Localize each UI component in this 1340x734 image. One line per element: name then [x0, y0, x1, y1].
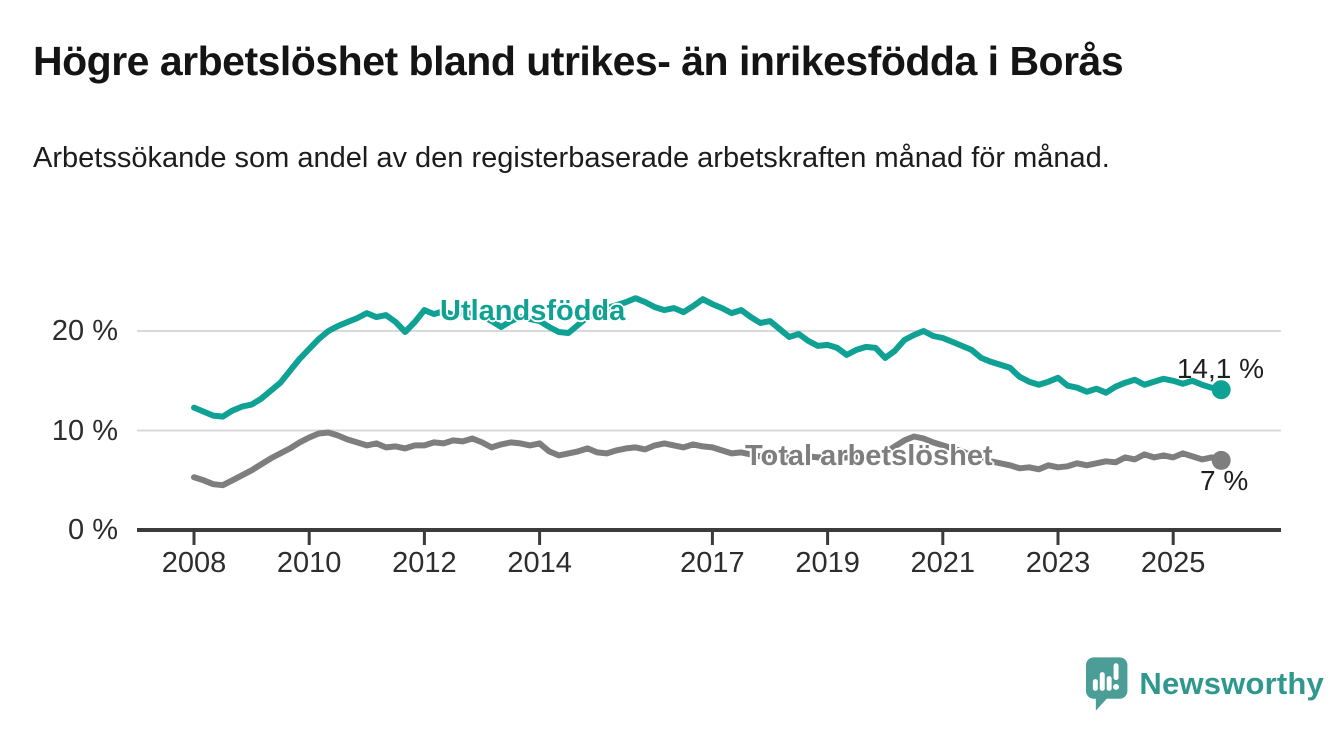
x-tick-label: 2021: [910, 547, 976, 579]
x-tick-label: 2025: [1140, 547, 1206, 579]
x-axis: [137, 528, 1281, 545]
x-tick-label: 2008: [161, 547, 227, 579]
series-line-0: [191, 295, 1225, 420]
newsworthy-logo: Newsworthy: [1084, 654, 1324, 714]
y-tick-label: 20 %: [51, 315, 118, 347]
y-tick-label: 10 %: [51, 414, 118, 447]
newsworthy-bubble-chart-icon: [1085, 657, 1128, 711]
x-tick-label: 2012: [392, 547, 457, 579]
value-label-total-arbetsloshet: 7 %: [1200, 465, 1249, 496]
series-end-dot-1: [1211, 450, 1231, 470]
x-tick-label: 2023: [1025, 547, 1091, 579]
series-end-dot-0: [1211, 380, 1231, 400]
y-tick-label: 0 %: [68, 514, 118, 546]
x-tick-label: 2010: [276, 547, 342, 579]
x-tick-label: 2017: [680, 547, 745, 579]
series-label-total-arbetsloshet: Total arbetslöshet: [745, 440, 993, 472]
series-label-utlandsfodda: Utlandsfödda: [440, 295, 626, 327]
newsworthy-wordmark: Newsworthy: [1139, 666, 1324, 701]
chart-subtitle: Arbetssökande som andel av den registerb…: [33, 142, 1110, 174]
x-tick-label: 2014: [507, 547, 572, 579]
chart-title: Högre arbetslöshet bland utrikes- än inr…: [33, 38, 1124, 84]
value-label-utlandsfodda: 14,1 %: [1176, 353, 1264, 384]
x-tick-label: 2019: [795, 547, 860, 579]
series-line-1: [191, 429, 1225, 489]
series-lines: [191, 295, 1231, 489]
